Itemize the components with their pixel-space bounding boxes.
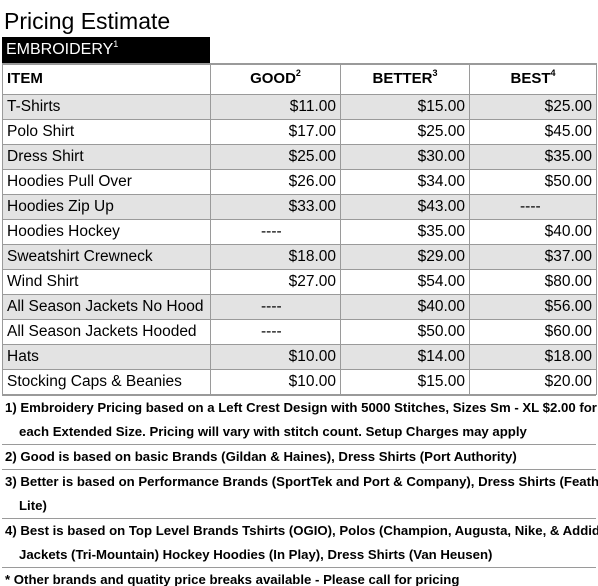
item-cell: Stocking Caps & Beanies [2,368,211,395]
item-cell: Wind Shirt [2,268,211,295]
footnote: 4) Best is based on Top Level Brands Tsh… [2,519,598,568]
footnote-line: each Extended Size. Pricing will vary wi… [19,424,527,439]
price-better-cell: $25.00 [340,118,470,145]
price-better-cell: $35.00 [340,218,470,245]
price-better-cell: $30.00 [340,143,470,170]
column-header-good: GOOD2 [210,63,341,95]
price-good-cell: $10.00 [210,368,341,395]
price-good-cell: $18.00 [210,243,341,270]
price-better-cell: $14.00 [340,343,470,370]
item-cell: Hoodies Zip Up [2,193,211,220]
footnote-line: 1) Embroidery Pricing based on a Left Cr… [5,400,597,415]
price-good-cell: $25.00 [210,143,341,170]
price-best-cell: $25.00 [469,93,597,120]
price-best-cell: $50.00 [469,168,597,195]
price-good-cell: ---- [210,293,341,320]
price-better-cell: $15.00 [340,93,470,120]
item-cell: Hoodies Pull Over [2,168,211,195]
price-better-cell: $29.00 [340,243,470,270]
pricing-table: ITEM GOOD2 BETTER3 BEST4 T-Shirts $11.00 $… [2,63,597,395]
footnotes: 1) Embroidery Pricing based on a Left Cr… [2,394,598,586]
table-row: Hoodies Zip Up $33.00 $43.00 ---- [2,193,597,220]
price-better-cell: $54.00 [340,268,470,295]
price-better-cell: $43.00 [340,193,470,220]
footnote-line: 2) Good is based on basic Brands (Gildan… [5,449,517,464]
footnote-line: Jackets (Tri-Mountain) Hockey Hoodies (I… [19,547,493,562]
price-best-cell: $35.00 [469,143,597,170]
section-header-embroidery: EMBROIDERY1 [2,37,210,63]
price-good-cell: $17.00 [210,118,341,145]
section-label: EMBROIDERY [6,41,114,58]
price-best-cell: $45.00 [469,118,597,145]
price-best-cell: $40.00 [469,218,597,245]
table-row: Hoodies Hockey ---- $35.00 $40.00 [2,218,597,245]
table-row: Polo Shirt $17.00 $25.00 $45.00 [2,118,597,145]
footnote: 3) Better is based on Performance Brands… [2,470,598,519]
column-header-best: BEST4 [469,63,597,95]
footnote-line: 4) Best is based on Top Level Brands Tsh… [5,523,598,538]
table-row: All Season Jackets No Hood ---- $40.00 $56.… [2,293,597,320]
table-row: Sweatshirt Crewneck $18.00 $29.00 $37.00 [2,243,597,270]
price-better-cell: $50.00 [340,318,470,345]
page-title: Pricing Estimate [4,8,171,34]
table-header-row: ITEM GOOD2 BETTER3 BEST4 [2,63,597,95]
footnote-line: 3) Better is based on Performance Brands… [5,474,598,489]
footnote: 2) Good is based on basic Brands (Gildan… [2,445,596,470]
table-row: T-Shirts $11.00 $15.00 $25.00 [2,93,597,120]
item-cell: Dress Shirt [2,143,211,170]
section-footnote-marker: 1 [113,39,119,49]
price-best-cell: $60.00 [469,318,597,345]
price-good-cell: $33.00 [210,193,341,220]
price-best-cell: $56.00 [469,293,597,320]
item-cell: Sweatshirt Crewneck [2,243,211,270]
table-row: Hoodies Pull Over $26.00 $34.00 $50.00 [2,168,597,195]
price-better-cell: $34.00 [340,168,470,195]
price-better-cell: $15.00 [340,368,470,395]
footnote: 1) Embroidery Pricing based on a Left Cr… [2,396,597,445]
item-cell: All Season Jackets Hooded [2,318,211,345]
footnote-line: Lite) [19,498,47,513]
table-row: Wind Shirt $27.00 $54.00 $80.00 [2,268,597,295]
price-good-cell: $26.00 [210,168,341,195]
price-good-cell: ---- [210,318,341,345]
item-cell: All Season Jackets No Hood [2,293,211,320]
item-cell: T-Shirts [2,93,211,120]
table-row: All Season Jackets Hooded ---- $50.00 $60.0… [2,318,597,345]
column-header-item: ITEM [2,63,211,95]
table-row: Stocking Caps & Beanies $10.00 $15.00 $20.0… [2,368,597,395]
footnote: * Other brands and quatity price breaks … [2,568,596,586]
item-cell: Polo Shirt [2,118,211,145]
table-row: Hats $10.00 $14.00 $18.00 [2,343,597,370]
item-cell: Hats [2,343,211,370]
column-header-better: BETTER3 [340,63,470,95]
price-better-cell: $40.00 [340,293,470,320]
item-cell: Hoodies Hockey [2,218,211,245]
price-best-cell: $18.00 [469,343,597,370]
price-good-cell: $11.00 [210,93,341,120]
price-good-cell: $10.00 [210,343,341,370]
footnote-line: * Other brands and quatity price breaks … [5,572,460,586]
price-best-cell: ---- [469,193,597,220]
price-good-cell: $27.00 [210,268,341,295]
price-best-cell: $80.00 [469,268,597,295]
price-good-cell: ---- [210,218,341,245]
price-best-cell: $37.00 [469,243,597,270]
price-best-cell: $20.00 [469,368,597,395]
table-row: Dress Shirt $25.00 $30.00 $35.00 [2,143,597,170]
